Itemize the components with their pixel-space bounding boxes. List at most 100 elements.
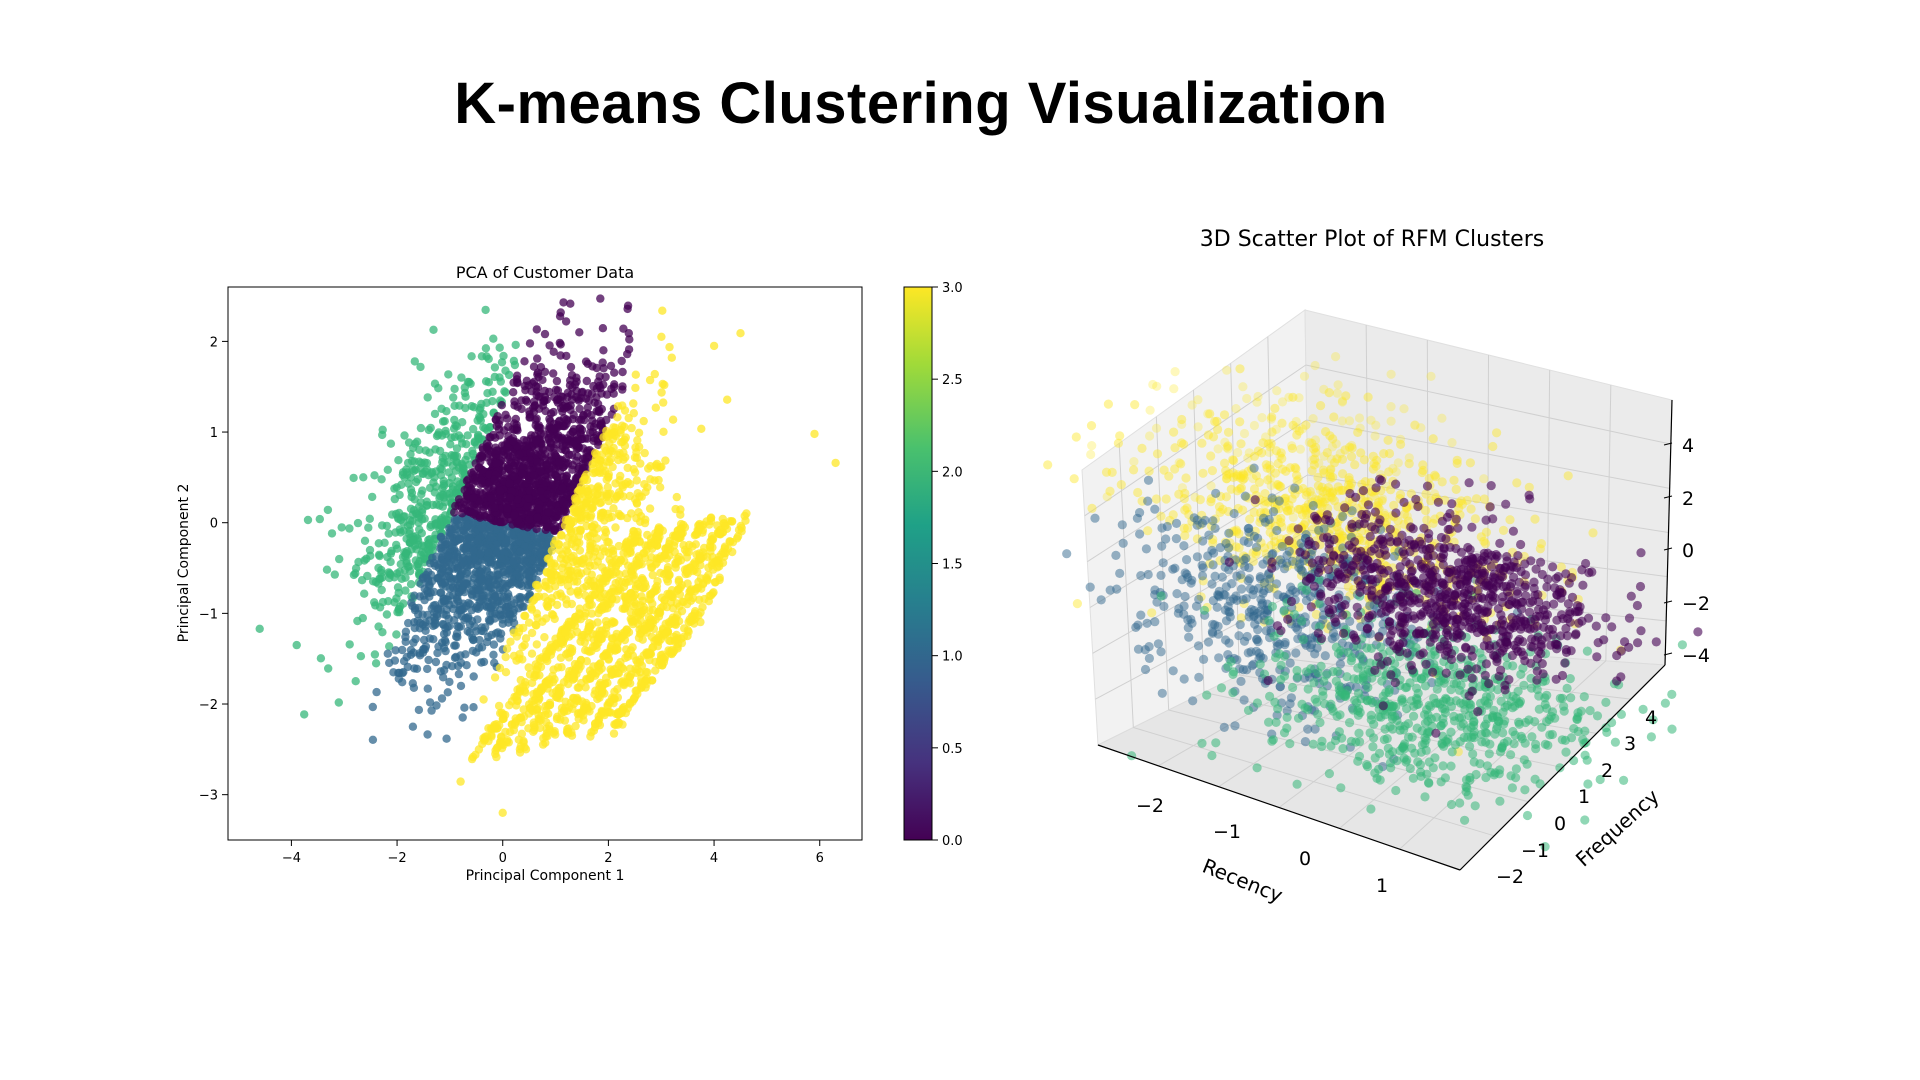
pca-point	[406, 580, 416, 589]
pca-point	[616, 471, 625, 481]
pca-point	[452, 549, 462, 558]
pca-point	[467, 605, 476, 615]
pca-point	[513, 402, 522, 411]
pca-point	[570, 477, 580, 486]
pca-point	[529, 362, 539, 371]
pca-point	[709, 341, 719, 351]
pca-point	[604, 431, 613, 441]
pca-point	[385, 658, 394, 668]
pca-point	[578, 476, 588, 485]
pca-point	[631, 608, 641, 618]
pca-point	[575, 404, 584, 413]
pca-point	[621, 653, 630, 663]
pca-point	[536, 449, 546, 459]
pca-point	[589, 423, 599, 432]
pca-point	[474, 745, 484, 754]
pca-point	[445, 677, 454, 687]
pca-point	[552, 714, 562, 724]
pca-point	[533, 458, 542, 467]
pca-point	[483, 389, 492, 398]
pca-point	[621, 578, 630, 587]
pca-point	[542, 724, 551, 733]
pca-point	[575, 604, 584, 613]
pca-point	[674, 552, 684, 562]
pca-point	[504, 454, 513, 464]
pca-point	[542, 395, 551, 404]
3d-point	[1294, 504, 1304, 514]
pca-point	[419, 591, 428, 600]
pca-point	[640, 480, 649, 489]
pca-point	[316, 654, 326, 663]
pca-point	[695, 549, 704, 558]
pca-point	[563, 706, 572, 715]
pca-point	[609, 389, 618, 398]
pca-point	[568, 666, 577, 675]
pca-point	[410, 606, 420, 615]
pca-point	[696, 608, 705, 617]
pca-point	[345, 524, 354, 533]
pca-point	[486, 533, 496, 542]
pca-point	[492, 446, 501, 455]
pca-point	[604, 548, 614, 558]
pca-point	[463, 451, 472, 461]
pca-point	[497, 358, 507, 367]
3d-point	[1223, 427, 1234, 437]
pca-point	[358, 613, 367, 623]
pca-point	[492, 421, 501, 431]
pca-point	[574, 590, 583, 599]
pca-point	[612, 491, 622, 501]
pca-point	[378, 425, 387, 434]
pca-point	[567, 731, 577, 740]
pca-point	[445, 571, 454, 581]
pca-point	[378, 628, 387, 637]
pca-point	[579, 711, 588, 720]
pca-x-tick-label: −4	[282, 851, 301, 866]
pca-point	[438, 490, 447, 499]
pca-point	[479, 695, 488, 704]
pca-point	[534, 504, 544, 513]
pca-point	[463, 431, 472, 440]
pca-point	[685, 587, 694, 596]
pca-point	[616, 555, 626, 564]
pca-point	[614, 577, 624, 586]
pca-point	[490, 503, 499, 512]
pca-point	[569, 508, 579, 517]
pca-point	[377, 475, 386, 484]
pca-point	[609, 729, 619, 738]
pca-point	[431, 657, 441, 667]
pca-point	[548, 671, 557, 681]
pca-point	[641, 553, 650, 562]
pca-point	[603, 678, 612, 688]
pca-point	[405, 567, 415, 576]
3d-point	[1144, 466, 1154, 476]
pca-point	[651, 403, 660, 412]
pca-point	[589, 726, 599, 735]
pca-point	[506, 637, 515, 646]
pca-point	[423, 664, 432, 674]
pca-point	[549, 347, 558, 356]
pca-point	[621, 479, 630, 489]
pca-point	[500, 387, 509, 396]
pca-point	[596, 584, 605, 593]
pca-point	[513, 378, 522, 388]
pca-point	[565, 522, 574, 531]
pca-point	[604, 538, 613, 547]
pca-point	[433, 648, 442, 658]
pca-point	[533, 704, 543, 713]
pca-point	[635, 442, 644, 452]
3d-point	[1350, 460, 1360, 470]
pca-point	[337, 523, 346, 532]
pca-point	[469, 424, 478, 434]
pca-point	[549, 369, 558, 378]
pca-point	[458, 713, 467, 722]
pca-point	[542, 582, 551, 591]
3d-point	[1152, 449, 1163, 459]
pca-point	[446, 440, 455, 449]
pca-point	[558, 550, 567, 559]
pca-point	[634, 428, 644, 437]
pca-point	[402, 534, 411, 543]
pca-point	[545, 644, 554, 653]
pca-point	[538, 375, 547, 385]
pca-point	[680, 545, 690, 554]
pca-point	[416, 362, 425, 372]
